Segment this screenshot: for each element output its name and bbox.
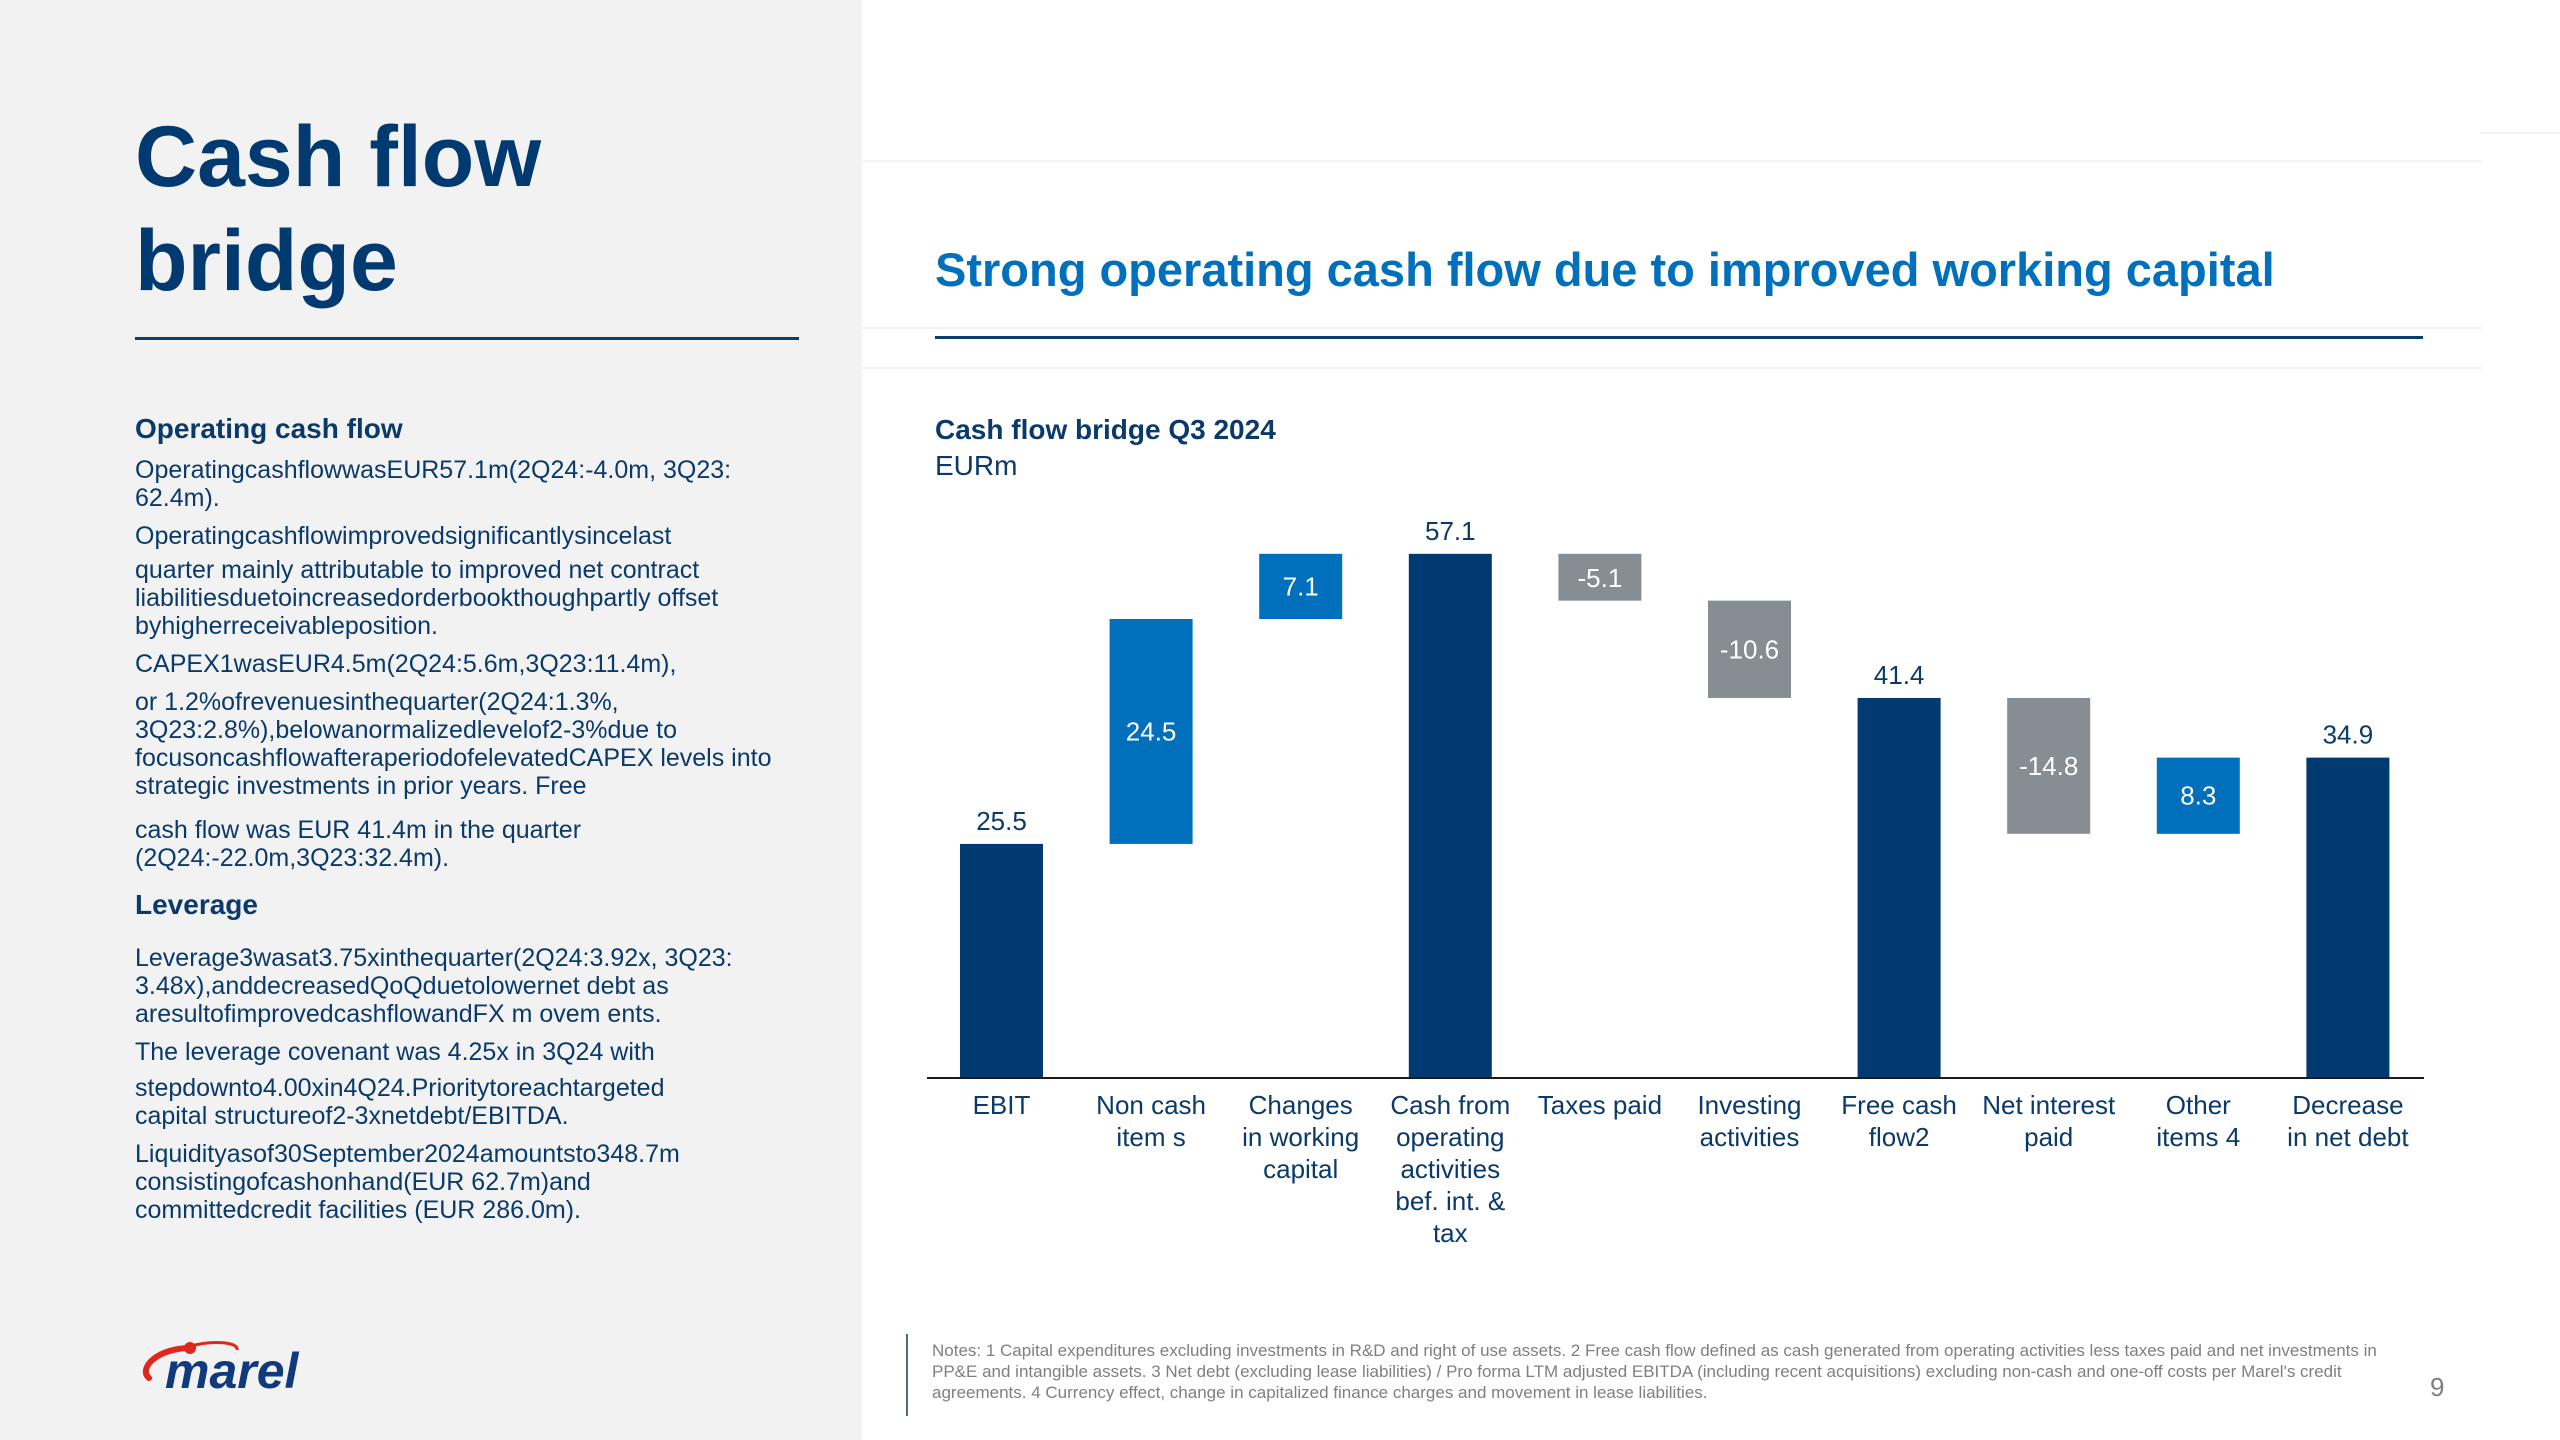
bar-free-cash-flow2 bbox=[1857, 697, 1941, 1078]
page-title: Cash flow bridge bbox=[135, 105, 835, 313]
bar-other-items-4 bbox=[2156, 757, 2240, 834]
paragraph: Leverage3wasat3.75xinthequarter(2Q24:3.9… bbox=[135, 944, 733, 1028]
data-label: 34.9 bbox=[2323, 720, 2374, 750]
marel-swoosh-icon: marel bbox=[142, 1341, 300, 1399]
page-title-line-2: bridge bbox=[135, 213, 398, 309]
paragraph: Liquidityasof30September2024amountsto348… bbox=[135, 1140, 680, 1224]
data-label: -5.1 bbox=[1577, 563, 1622, 593]
category-label: Other items 4 bbox=[2156, 1090, 2240, 1152]
category-label: Investing activities bbox=[1697, 1090, 1801, 1152]
data-label: 57.1 bbox=[1425, 516, 1476, 546]
bar-ebit bbox=[960, 843, 1043, 1078]
data-label: 25.5 bbox=[976, 806, 1027, 836]
category-label: Net interest paid bbox=[1982, 1090, 2116, 1152]
left-divider bbox=[135, 337, 799, 340]
footnotes: Notes: 1 Capital expenditures excluding … bbox=[932, 1341, 2377, 1402]
headline: Strong operating cash flow due to improv… bbox=[935, 243, 2275, 296]
category-label: Non cash item s bbox=[1096, 1090, 1206, 1152]
notes-rule bbox=[906, 1334, 908, 1416]
data-label: -10.6 bbox=[1720, 634, 1779, 664]
category-label: Free cash flow2 bbox=[1841, 1090, 1957, 1152]
headline-divider bbox=[935, 336, 2423, 339]
data-label: 8.3 bbox=[2180, 781, 2216, 811]
category-label: Taxes paid bbox=[1538, 1090, 1662, 1120]
data-label: 24.5 bbox=[1126, 716, 1177, 746]
bar-decrease-in-net-debt bbox=[2306, 757, 2390, 1078]
faint-guide-line bbox=[862, 327, 2482, 329]
bar-cash-from-operating-activities-bef-int-tax bbox=[1408, 553, 1492, 1078]
data-label: 41.4 bbox=[1874, 660, 1925, 690]
data-label: -14.8 bbox=[2019, 751, 2078, 781]
paragraph: cash flow was EUR 41.4m in the quarter (… bbox=[135, 816, 582, 872]
faint-guide-line bbox=[862, 160, 2482, 162]
paragraph: or 1.2%ofrevenuesinthequarter(2Q24:1.3%,… bbox=[135, 688, 772, 800]
bar-changes-in-working-capital bbox=[1259, 553, 1343, 619]
section-heading: Operating cash flow bbox=[135, 413, 403, 444]
section-heading: Leverage bbox=[135, 889, 258, 920]
chart-title: Cash flow bridge Q3 2024 bbox=[935, 414, 1276, 445]
bar-investing-activities bbox=[1708, 600, 1791, 698]
faint-guide-line bbox=[862, 367, 2482, 369]
left-panel bbox=[0, 0, 862, 1440]
category-label: Changes in working capital bbox=[1242, 1090, 1359, 1184]
paragraph: Operatingcashflowimprovedsignificantlysi… bbox=[135, 522, 672, 550]
data-label: 7.1 bbox=[1283, 571, 1319, 601]
paragraph: CAPEX1wasEUR4.5m(2Q24:5.6m,3Q23:11.4m), bbox=[135, 650, 677, 678]
marel-logo: marel bbox=[135, 1336, 375, 1399]
category-label: Decrease in net debt bbox=[2287, 1090, 2409, 1152]
bar-net-interest-paid bbox=[2007, 697, 2091, 834]
bar-non-cash-item-s bbox=[1109, 619, 1193, 844]
category-label: EBIT bbox=[973, 1090, 1031, 1120]
paragraph: quarter mainly attributable to improved … bbox=[135, 556, 719, 640]
bar-taxes-paid bbox=[1558, 553, 1642, 601]
operating-cash-flow-section: Operating cash flow Operatingcashflowwas… bbox=[135, 412, 815, 872]
chart-unit: EURm bbox=[935, 450, 1018, 481]
paragraph: stepdownto4.00xin4Q24.Prioritytoreachtar… bbox=[135, 1074, 665, 1130]
leverage-section: Leverage Leverage3wasat3.75xinthequarter… bbox=[135, 888, 815, 1224]
logo-text: marel bbox=[165, 1343, 300, 1396]
paragraph: The leverage covenant was 4.25x in 3Q24 … bbox=[135, 1038, 655, 1066]
category-label: Cash from operating activities bef. int. & t… bbox=[1390, 1090, 1510, 1248]
page-title-line-1: Cash flow bbox=[135, 109, 542, 205]
page-number: 9 bbox=[2430, 1372, 2445, 1402]
faint-guide-line bbox=[2480, 132, 2560, 134]
paragraph: OperatingcashflowwasEUR57.1m(2Q24:-4.0m,… bbox=[135, 456, 732, 512]
